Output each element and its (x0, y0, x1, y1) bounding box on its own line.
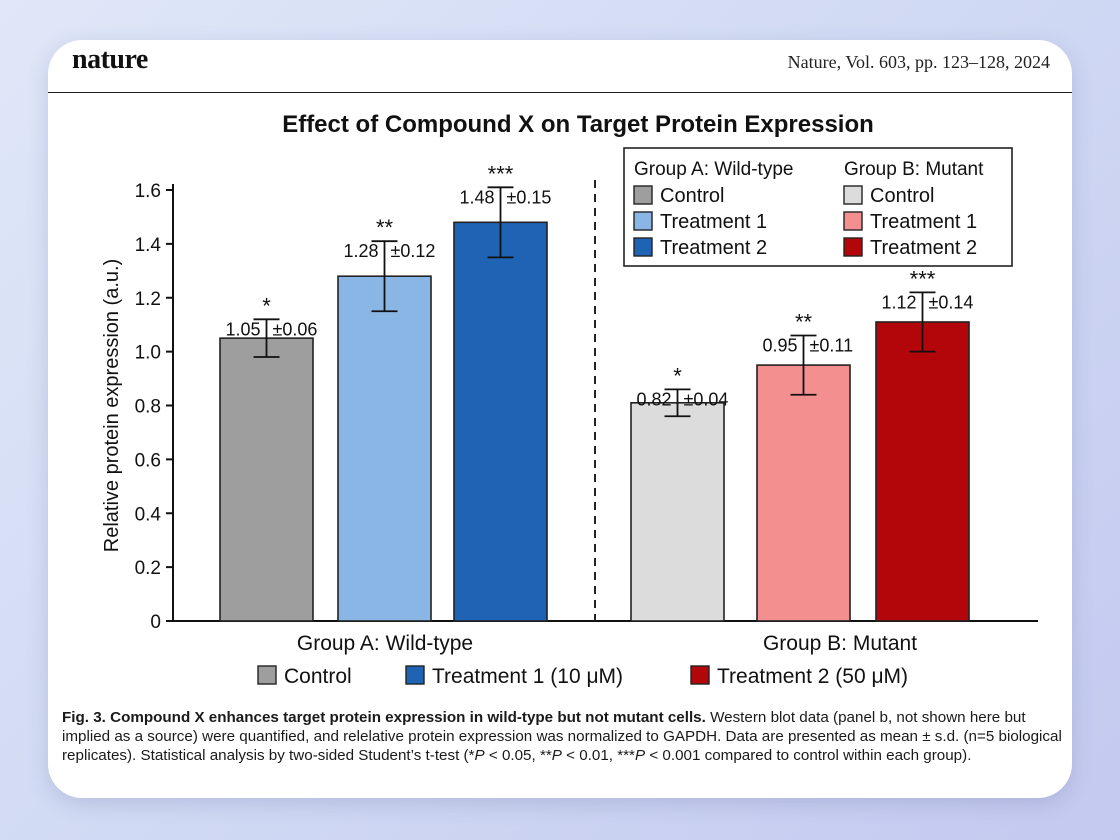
significance-marker: *** (488, 161, 514, 186)
caption-p-3: P (634, 747, 646, 764)
caption-text-4: < 0.001 compared to control within each … (645, 747, 972, 764)
y-tick-label: 1.0 (135, 343, 161, 364)
caption-text-2: < 0.05, ** (484, 747, 552, 764)
error-label: ±0.06 (273, 319, 318, 339)
bottom-legend-label: Treatment 2 (50 μM) (717, 665, 908, 688)
error-label: ±0.15 (507, 187, 552, 207)
bar (756, 364, 851, 622)
legend-entry-label: Treatment 1 (660, 211, 767, 233)
y-tick-label: 0.6 (135, 450, 161, 471)
group-label: Group B: Mutant (763, 632, 917, 655)
citation: Nature, Vol. 603, pp. 123–128, 2024 (787, 52, 1050, 72)
caption-text-1: Western blot data (panel b, not shown he… (62, 709, 1062, 764)
significance-marker: *** (910, 266, 936, 291)
error-label: ±0.04 (684, 389, 729, 409)
legend-swatch (633, 211, 653, 231)
bar (219, 337, 314, 622)
y-tick-label: 0.2 (135, 558, 161, 579)
figure-caption: Fig. 3. Compound X enhances target prote… (62, 708, 1062, 765)
y-tick-label: 1.6 (135, 181, 161, 202)
significance-marker: * (673, 363, 682, 388)
bar-chart: Effect of Compound X on Target Protein E… (101, 111, 1038, 688)
legend-entry-label: Treatment 1 (870, 211, 977, 233)
error-label: ±0.14 (929, 292, 974, 312)
bar (875, 321, 970, 622)
bottom-legend-label: Control (284, 665, 352, 688)
y-tick-label: 0.8 (135, 397, 161, 418)
bar (337, 275, 432, 622)
caption-p-2: P (551, 747, 562, 764)
bar (453, 221, 548, 622)
legend-swatch (633, 185, 653, 205)
legend-entry-label: Treatment 2 (660, 237, 767, 259)
value-label: 1.48 (459, 187, 494, 207)
legend-swatch (843, 185, 863, 205)
error-label: ±0.12 (391, 241, 436, 261)
legend-swatch (843, 237, 863, 257)
value-label: 1.05 (225, 319, 260, 339)
significance-marker: ** (376, 215, 394, 240)
y-tick-label: 1.2 (135, 289, 161, 310)
legend-entry-label: Treatment 2 (870, 237, 977, 259)
caption-text-3: < 0.01, *** (561, 747, 635, 764)
legend-column-title: Group B: Mutant (844, 159, 984, 180)
legend-box (623, 147, 1013, 267)
error-label: ±0.11 (810, 335, 854, 355)
chart-title: Effect of Compound X on Target Protein E… (282, 111, 874, 138)
bar (630, 402, 725, 622)
figure-card: nature Nature, Vol. 603, pp. 123–128, 20… (48, 40, 1072, 798)
legend-entry-label: Control (660, 185, 724, 207)
significance-marker: * (262, 293, 271, 318)
caption-p-1: P (474, 747, 485, 764)
value-label: 1.12 (881, 292, 916, 312)
legend-entry-label: Control (870, 185, 934, 207)
value-label: 0.82 (636, 389, 671, 409)
y-tick-label: 0 (150, 612, 161, 633)
y-tick-label: 0.4 (135, 504, 162, 525)
bottom-legend-swatch (257, 665, 277, 685)
significance-marker: ** (795, 309, 813, 334)
caption-title: Fig. 3. Compound X enhances target prote… (62, 709, 706, 726)
value-label: 1.28 (343, 241, 378, 261)
journal-header: nature Nature, Vol. 603, pp. 123–128, 20… (48, 40, 1072, 93)
bottom-legend-swatch (405, 665, 425, 685)
bottom-legend-swatch (690, 665, 710, 685)
y-axis-label: Relative protein expression (a.u.) (101, 259, 123, 552)
legend-swatch (633, 237, 653, 257)
value-label: 0.95 (762, 335, 797, 355)
legend-column-title: Group A: Wild-type (634, 159, 793, 180)
y-tick-label: 1.4 (135, 235, 162, 256)
legend-swatch (843, 211, 863, 231)
journal-name: nature (72, 44, 148, 75)
bottom-legend-label: Treatment 1 (10 μM) (432, 665, 623, 688)
group-label: Group A: Wild-type (297, 632, 473, 655)
